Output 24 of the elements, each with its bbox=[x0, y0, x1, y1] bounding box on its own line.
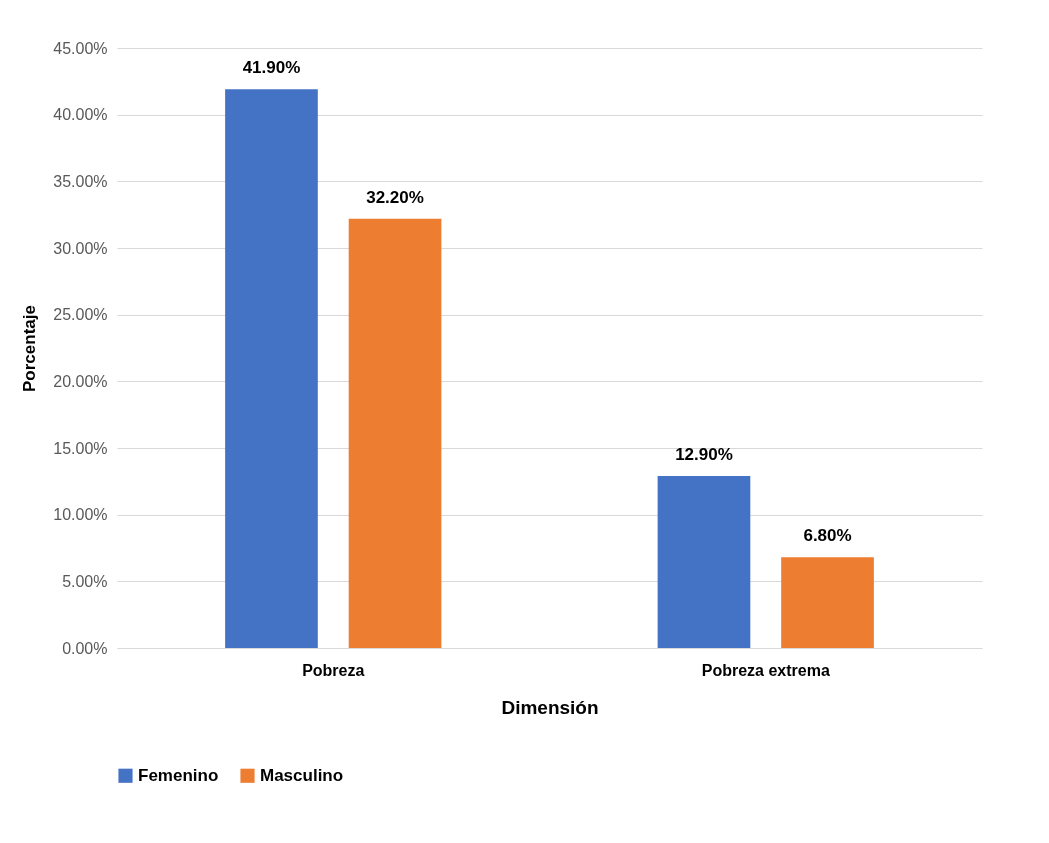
y-tick-label: 30.00% bbox=[53, 239, 108, 257]
y-tick-label: 20.00% bbox=[53, 372, 108, 390]
data-label: 12.90% bbox=[675, 445, 733, 464]
bar bbox=[781, 557, 874, 648]
legend-label: Femenino bbox=[138, 765, 219, 785]
x-tick-label: Pobreza bbox=[302, 661, 365, 679]
bar bbox=[225, 89, 318, 648]
data-label: 32.20% bbox=[366, 187, 424, 207]
y-axis-title: Porcentaje bbox=[20, 305, 40, 392]
y-tick-label: 25.00% bbox=[53, 306, 108, 324]
data-label: 6.80% bbox=[803, 526, 852, 546]
y-tick-label: 0.00% bbox=[62, 639, 108, 657]
y-tick-label: 10.00% bbox=[53, 506, 108, 524]
bar bbox=[657, 476, 751, 648]
y-tick-label: 40.00% bbox=[53, 106, 108, 124]
y-tick-label: 45.00% bbox=[53, 39, 108, 57]
y-tick-label: 35.00% bbox=[53, 172, 108, 190]
x-tick-label: Pobreza extrema bbox=[701, 661, 830, 679]
data-label: 41.90% bbox=[242, 58, 301, 78]
y-tick-label: 15.00% bbox=[53, 439, 108, 457]
x-axis-title: Dimensión bbox=[501, 696, 599, 718]
legend-label: Masculino bbox=[260, 765, 344, 785]
bar bbox=[348, 218, 442, 648]
y-tick-label: 5.00% bbox=[62, 572, 108, 590]
